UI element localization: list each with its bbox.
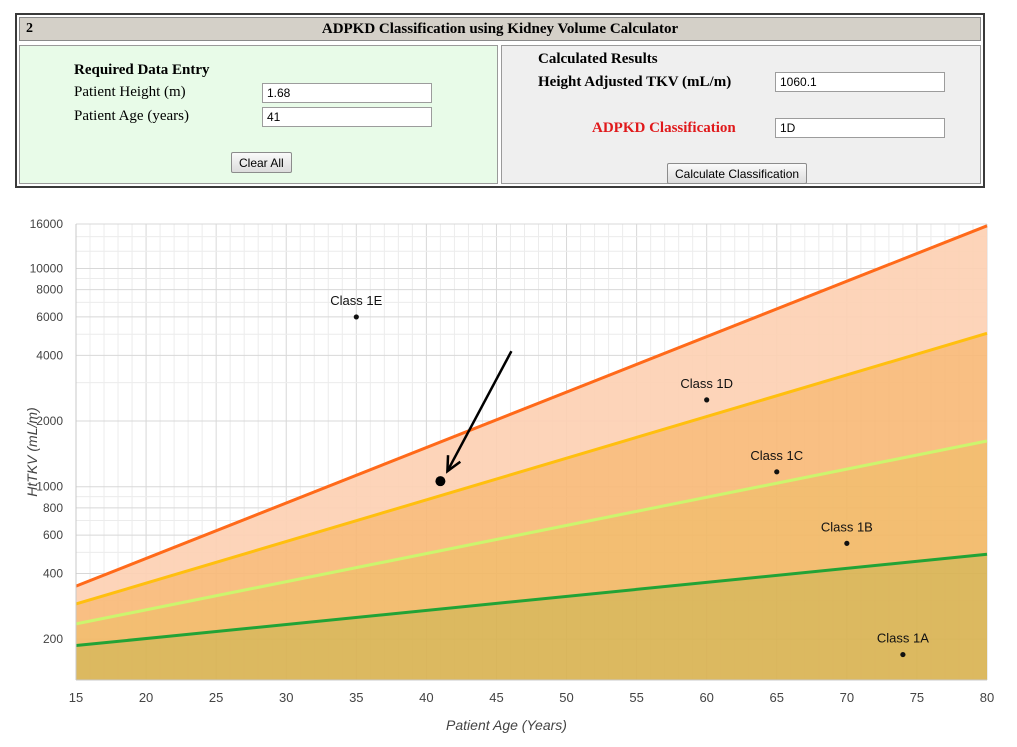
line-1a-1b-boundary [75,552,988,648]
x-tick-label: 60 [699,690,713,705]
class-label: Class 1D [680,376,733,391]
x-axis-title: Patient Age (Years) [446,717,567,733]
class-marker [900,651,906,658]
band-class-1b [76,440,987,646]
x-tick-label: 25 [209,690,223,705]
patient-arrow-shaft [446,350,513,472]
y-tick-label: 600 [43,528,63,542]
clear-all-button[interactable]: Clear All [231,152,292,173]
x-tick-label: 50 [559,690,573,705]
line-1d-1e-boundary [75,224,988,588]
calculator-panel: 2 ADPKD Classification using Kidney Volu… [15,13,985,188]
line-1b-1c-boundary [75,439,988,626]
y-tick-label: 400 [43,567,63,581]
class-label: Class 1C [750,448,803,463]
y-tick-label: 4000 [36,348,63,362]
line-1c-1d-boundary [75,331,988,606]
classification-label: ADPKD Classification [592,120,736,136]
results-heading: Calculated Results [538,51,658,67]
class-label: Class 1B [821,519,873,534]
x-tick-label: 55 [629,690,643,705]
height-input[interactable] [262,83,432,103]
class-label: Class 1E [330,293,382,308]
x-tick-label: 20 [139,690,153,705]
calculator-header: 2 ADPKD Classification using Kidney Volu… [19,17,981,41]
x-tick-label: 30 [279,690,293,705]
x-tick-label: 40 [419,690,433,705]
y-tick-label: 800 [43,501,63,515]
class-label: Class 1A [877,631,929,646]
results-panel: Calculated Results Height Adjusted TKV (… [501,45,981,184]
band-class-1c [76,333,987,624]
y-tick-label: 200 [43,632,63,646]
y-tick-label: 10000 [30,262,64,276]
x-tick-label: 15 [69,690,83,705]
tkv-output[interactable] [775,72,945,92]
patient-point [435,476,446,487]
patient-arrow-head [446,455,462,474]
y-tick-label: 8000 [36,283,63,297]
x-tick-label: 35 [349,690,363,705]
x-tick-label: 45 [489,690,503,705]
x-tick-label: 75 [910,690,924,705]
tkv-label: Height Adjusted TKV (mL/m) [538,74,732,90]
data-entry-heading: Required Data Entry [74,62,210,78]
class-marker [844,540,850,546]
y-tick-label: 2000 [36,414,63,428]
height-label: Patient Height (m) [74,84,186,100]
x-tick-label: 65 [770,690,784,705]
calculator-number: 2 [26,21,33,36]
y-tick-label: 6000 [36,310,63,324]
y-axis-title: HtTKV (mL/m) [24,407,40,496]
calculator-title: ADPKD Classification using Kidney Volume… [321,21,679,37]
age-label: Patient Age (years) [74,108,189,124]
classification-output[interactable] [775,118,945,138]
band-class-1a [76,554,987,680]
classification-chart: 15 20 25 30 35 40 45 50 55 60 65 70 75 80 200 400 600 800… [24,217,994,733]
class-marker [774,469,780,475]
x-tick-label: 80 [980,690,994,705]
data-entry-panel: Required Data Entry Patient Height (m) P… [19,45,498,184]
y-tick-label: 16000 [30,217,64,231]
band-class-1d [76,225,987,604]
y-tick-label: 1000 [36,480,63,494]
class-marker [704,397,710,403]
age-input[interactable] [262,107,432,127]
x-tick-label: 70 [840,690,854,705]
calculate-classification-button[interactable]: Calculate Classification [667,163,808,184]
class-marker [353,314,359,320]
